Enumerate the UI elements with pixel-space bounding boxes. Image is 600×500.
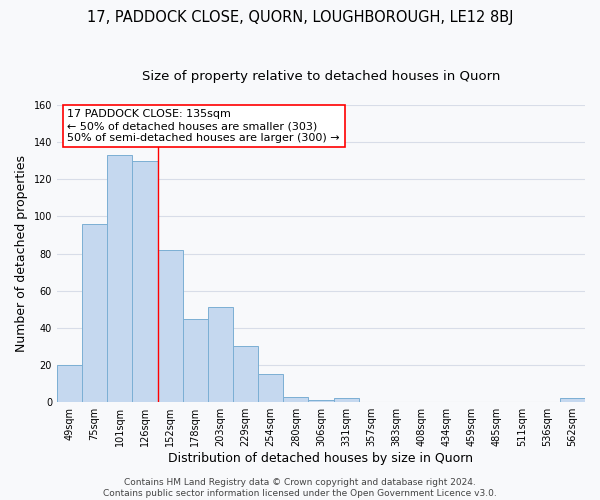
Bar [283, 396, 308, 402]
Bar [107, 155, 133, 402]
Bar [82, 224, 107, 402]
Title: Size of property relative to detached houses in Quorn: Size of property relative to detached ho… [142, 70, 500, 83]
Text: 17, PADDOCK CLOSE, QUORN, LOUGHBOROUGH, LE12 8BJ: 17, PADDOCK CLOSE, QUORN, LOUGHBOROUGH, … [87, 10, 513, 25]
Bar [334, 398, 359, 402]
Y-axis label: Number of detached properties: Number of detached properties [15, 155, 28, 352]
Bar [57, 365, 82, 402]
Bar [560, 398, 585, 402]
Bar [158, 250, 182, 402]
Bar [182, 318, 208, 402]
Bar [258, 374, 283, 402]
X-axis label: Distribution of detached houses by size in Quorn: Distribution of detached houses by size … [169, 452, 473, 465]
Bar [308, 400, 334, 402]
Text: Contains HM Land Registry data © Crown copyright and database right 2024.
Contai: Contains HM Land Registry data © Crown c… [103, 478, 497, 498]
Bar [133, 160, 158, 402]
Text: 17 PADDOCK CLOSE: 135sqm
← 50% of detached houses are smaller (303)
50% of semi-: 17 PADDOCK CLOSE: 135sqm ← 50% of detach… [67, 110, 340, 142]
Bar [208, 308, 233, 402]
Bar [233, 346, 258, 402]
